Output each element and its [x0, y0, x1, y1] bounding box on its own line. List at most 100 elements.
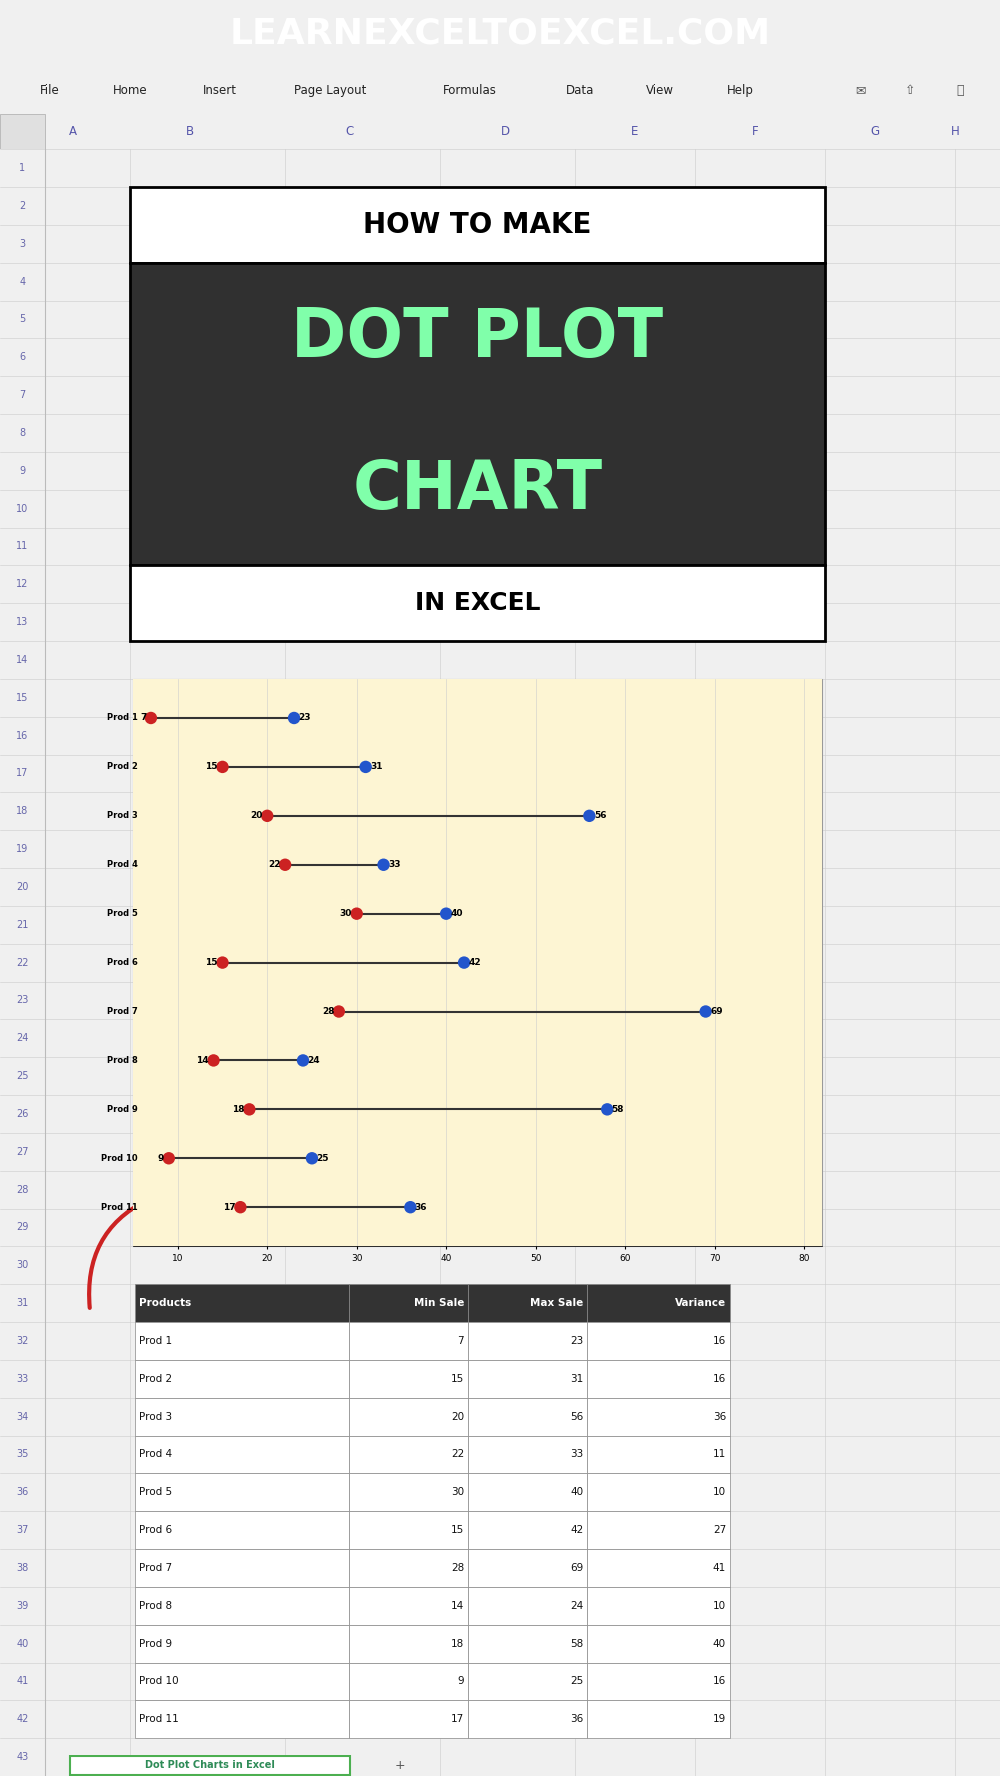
Text: 6: 6	[19, 352, 26, 362]
FancyBboxPatch shape	[468, 1398, 587, 1435]
Point	[698, 998, 714, 1027]
Text: 20: 20	[451, 1412, 464, 1421]
FancyBboxPatch shape	[587, 1321, 730, 1360]
Text: 17: 17	[16, 769, 29, 778]
Text: 17: 17	[451, 1714, 464, 1724]
Text: 15: 15	[451, 1375, 464, 1384]
Text: 11: 11	[16, 542, 29, 551]
Text: A: A	[69, 124, 77, 139]
Text: Data: Data	[566, 83, 594, 98]
Text: E: E	[631, 124, 639, 139]
Text: 20: 20	[250, 812, 263, 821]
Text: 24: 24	[307, 1057, 320, 1066]
Text: 13: 13	[16, 616, 29, 627]
FancyBboxPatch shape	[468, 1625, 587, 1662]
Text: Page Layout: Page Layout	[294, 83, 366, 98]
Text: 33: 33	[570, 1449, 583, 1460]
Text: 36: 36	[570, 1714, 583, 1724]
Text: F: F	[752, 124, 758, 139]
Point	[277, 851, 293, 879]
Text: 28: 28	[16, 1185, 29, 1195]
Text: 22: 22	[451, 1449, 464, 1460]
Text: 34: 34	[16, 1412, 29, 1421]
Text: G: G	[870, 124, 880, 139]
Text: 9: 9	[458, 1677, 464, 1687]
FancyBboxPatch shape	[468, 1435, 587, 1474]
Point	[214, 948, 230, 977]
Text: 12: 12	[16, 579, 29, 590]
Text: 30: 30	[340, 909, 352, 918]
FancyBboxPatch shape	[349, 1549, 468, 1586]
Text: 4: 4	[19, 277, 26, 286]
Text: 30: 30	[451, 1487, 464, 1497]
Text: Prod 7: Prod 7	[107, 1007, 137, 1016]
Point	[304, 1144, 320, 1172]
Text: 3: 3	[19, 238, 26, 249]
Text: 41: 41	[713, 1563, 726, 1574]
FancyBboxPatch shape	[135, 1662, 349, 1700]
Text: 16: 16	[16, 730, 29, 741]
FancyBboxPatch shape	[468, 1549, 587, 1586]
Point	[358, 753, 374, 781]
FancyBboxPatch shape	[349, 1360, 468, 1398]
Text: Prod 4: Prod 4	[107, 860, 137, 868]
Text: 9: 9	[19, 465, 26, 476]
Text: 31: 31	[570, 1375, 583, 1384]
Text: 14: 14	[16, 655, 29, 664]
Text: 2: 2	[19, 201, 26, 211]
Text: Prod 7: Prod 7	[139, 1563, 172, 1574]
FancyBboxPatch shape	[349, 1435, 468, 1474]
Point	[295, 1046, 311, 1074]
FancyBboxPatch shape	[587, 1511, 730, 1549]
FancyBboxPatch shape	[468, 1662, 587, 1700]
FancyBboxPatch shape	[587, 1474, 730, 1511]
Text: 42: 42	[469, 957, 481, 968]
Text: 56: 56	[594, 812, 606, 821]
FancyBboxPatch shape	[349, 1321, 468, 1360]
FancyBboxPatch shape	[587, 1398, 730, 1435]
Text: 22: 22	[16, 957, 29, 968]
Text: 24: 24	[16, 1034, 29, 1043]
Text: H: H	[951, 124, 959, 139]
Text: 40: 40	[451, 909, 463, 918]
Text: 15: 15	[451, 1526, 464, 1534]
FancyBboxPatch shape	[135, 1474, 349, 1511]
Text: 25: 25	[316, 1154, 329, 1163]
Text: 37: 37	[16, 1526, 29, 1534]
Text: 28: 28	[451, 1563, 464, 1574]
Text: 42: 42	[16, 1714, 29, 1724]
Text: 15: 15	[206, 762, 218, 771]
Text: 7: 7	[140, 714, 146, 723]
Text: Prod 11: Prod 11	[139, 1714, 179, 1724]
FancyBboxPatch shape	[468, 1321, 587, 1360]
Text: 23: 23	[299, 714, 311, 723]
FancyBboxPatch shape	[135, 1284, 349, 1321]
Text: 10: 10	[16, 504, 29, 513]
Text: 16: 16	[713, 1336, 726, 1346]
Text: Prod 1: Prod 1	[139, 1336, 172, 1346]
FancyBboxPatch shape	[587, 1625, 730, 1662]
Bar	[0, 114, 45, 149]
Text: Prod 5: Prod 5	[139, 1487, 172, 1497]
Text: 15: 15	[206, 957, 218, 968]
Text: 36: 36	[415, 1202, 427, 1211]
Text: 33: 33	[16, 1375, 29, 1384]
FancyBboxPatch shape	[135, 1360, 349, 1398]
FancyBboxPatch shape	[349, 1586, 468, 1625]
Text: 20: 20	[16, 883, 29, 892]
Text: 35: 35	[16, 1449, 29, 1460]
Point	[143, 703, 159, 732]
FancyBboxPatch shape	[135, 1700, 349, 1739]
Text: 27: 27	[713, 1526, 726, 1534]
Text: HOW TO MAKE: HOW TO MAKE	[363, 211, 592, 238]
Text: Home: Home	[113, 83, 147, 98]
Point	[438, 899, 454, 927]
Text: 19: 19	[713, 1714, 726, 1724]
Text: C: C	[346, 124, 354, 139]
Text: Prod 4: Prod 4	[139, 1449, 172, 1460]
Text: 40: 40	[570, 1487, 583, 1497]
FancyBboxPatch shape	[587, 1700, 730, 1739]
Text: 14: 14	[451, 1600, 464, 1611]
Text: Formulas: Formulas	[443, 83, 497, 98]
Text: Prod 8: Prod 8	[107, 1057, 137, 1066]
